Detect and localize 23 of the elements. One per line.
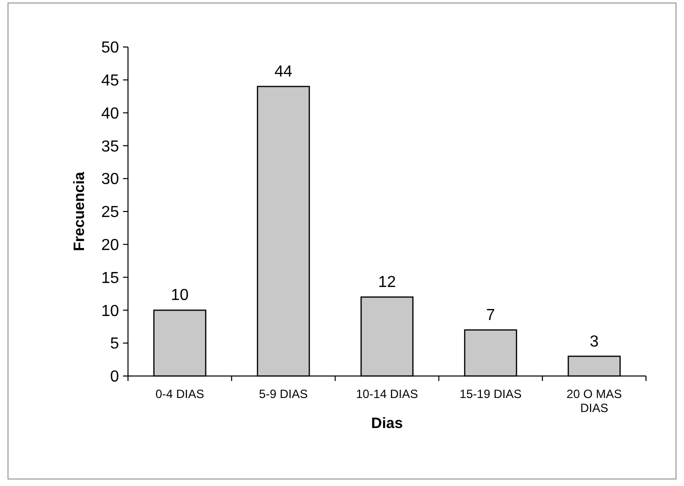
data-label: 7 (486, 306, 496, 324)
data-label: 12 (378, 274, 396, 292)
y-tick-label: 50 (101, 40, 120, 57)
y-tick-label: 0 (110, 368, 120, 386)
x-tick-label: 20 O MAS DIAS (566, 387, 622, 415)
y-tick-label: 45 (101, 72, 120, 90)
y-tick-label: 35 (101, 138, 120, 156)
y-tick-label: 30 (101, 171, 120, 188)
y-tick-label: 15 (101, 270, 120, 287)
y-tick-label: 5 (110, 336, 120, 353)
y-axis-title: Frecuencia (71, 171, 88, 252)
data-label: 3 (590, 333, 599, 350)
x-tick-label: 15-19 DIAS (460, 387, 522, 401)
y-tick-label: 25 (101, 204, 120, 222)
data-label: 10 (170, 287, 189, 304)
y-tick-label: 40 (101, 105, 120, 122)
data-label: 44 (274, 63, 292, 80)
x-tick-label: 10-14 DIAS (356, 387, 418, 401)
x-tick-label: 5-9 DIAS (259, 387, 308, 401)
x-tick-label: 0-4 DIAS (155, 387, 204, 401)
y-tick-label: 10 (101, 302, 120, 320)
x-axis-title: Dias (371, 415, 403, 432)
y-tick-label: 20 (101, 237, 120, 254)
